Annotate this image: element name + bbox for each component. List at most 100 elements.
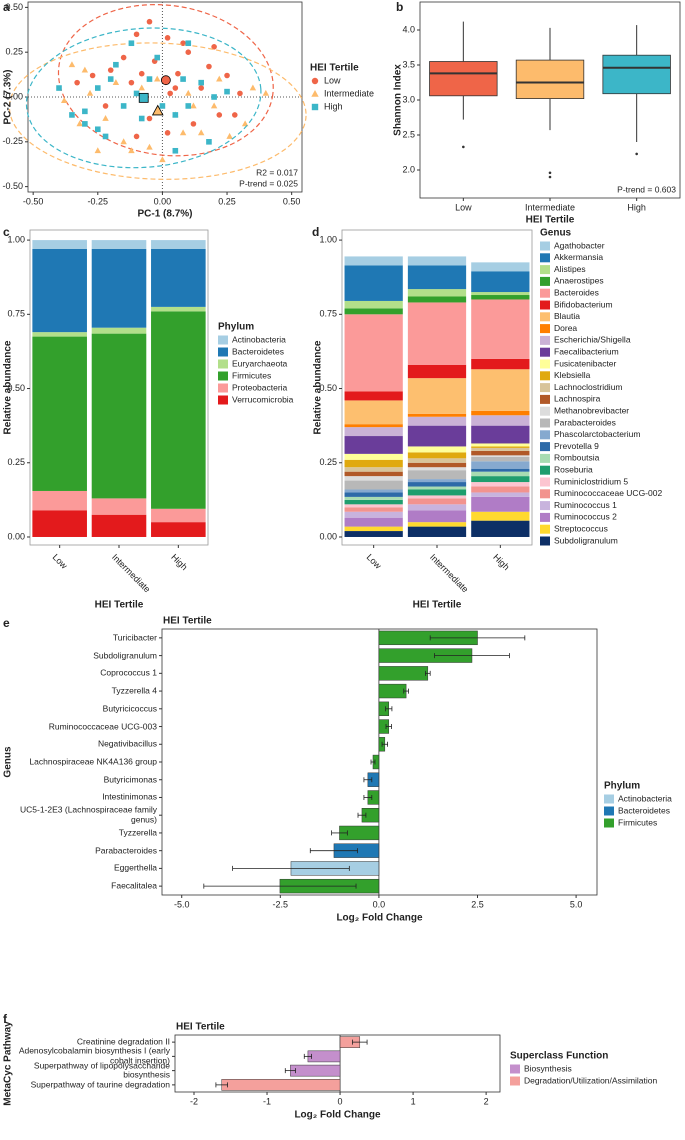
x-tick-label: 2.5 [471, 899, 484, 909]
bar-segment [471, 486, 530, 493]
y-tick-label: UC5-1-2E3 (Lachnospiraceae family genus) [19, 804, 157, 825]
panel-letter: c [3, 225, 10, 239]
point [216, 112, 223, 118]
bar-segment [407, 482, 467, 487]
point [224, 88, 230, 95]
bar-segment [407, 256, 467, 266]
bar-segment [471, 425, 530, 444]
legend-label: Biosynthesis [524, 1063, 572, 1073]
bar-segment [91, 240, 147, 250]
point [216, 75, 223, 82]
bar-segment [91, 514, 147, 537]
legend-label: Prevotella 9 [554, 441, 599, 451]
x-tick-label: -2.5 [273, 899, 289, 909]
x-tick-label: -2 [190, 1096, 198, 1106]
panel-letter: d [312, 225, 319, 239]
legend-swatch [540, 536, 550, 546]
bar-segment [471, 262, 530, 272]
bar-segment [344, 531, 403, 537]
bar [378, 666, 429, 681]
point [231, 112, 238, 118]
bar-segment [344, 400, 403, 425]
legend-swatch [540, 347, 550, 357]
bar-segment [471, 520, 530, 537]
bar-segment [91, 249, 147, 328]
point [89, 72, 96, 79]
legend-label: Firmicutes [618, 817, 657, 827]
bar-segment [344, 453, 403, 460]
bar-segment [407, 458, 467, 463]
y-tick-label: Butyricicoccus [102, 703, 157, 714]
point [138, 70, 145, 77]
point [185, 89, 192, 96]
legend-swatch [540, 406, 550, 416]
point [69, 112, 75, 118]
legend-label: Low [324, 75, 341, 85]
point [94, 147, 102, 154]
bar-segment [151, 249, 206, 307]
point [120, 103, 127, 109]
legend-label: Proteobacteria [232, 382, 288, 392]
legend-label: Fusicatenibacter [554, 358, 617, 368]
y-tick-label: Subdoligranulum [93, 649, 157, 660]
point [185, 40, 192, 47]
point [102, 103, 109, 109]
y-tick-label: 0.50 [5, 2, 23, 12]
point [197, 129, 205, 136]
bar-segment [471, 410, 530, 416]
bar-segment [344, 489, 403, 493]
bar-segment [344, 471, 403, 477]
point [82, 108, 88, 115]
bar-segment [91, 327, 147, 334]
point [211, 94, 217, 100]
point [120, 54, 127, 61]
bar-segment [344, 427, 403, 437]
legend-swatch [540, 501, 550, 511]
legend-label: Escherichia/Shigella [554, 335, 631, 345]
bar-segment [407, 486, 467, 490]
legend-label: Degradation/Utilization/Assimilation [524, 1075, 658, 1085]
x-tick-label: 2 [484, 1096, 489, 1106]
bar [290, 1064, 341, 1077]
point [133, 90, 140, 97]
legend-label: Roseburia [554, 464, 593, 474]
bar-segment [471, 271, 530, 293]
bar-segment [32, 240, 87, 250]
point [198, 85, 204, 91]
bar-segment [471, 482, 530, 487]
bar-segment [407, 364, 467, 379]
bar-segment [407, 495, 467, 499]
bar-segment [471, 450, 530, 456]
point [185, 49, 192, 55]
bar-segment [471, 476, 530, 483]
legend-label: Lachnospira [554, 394, 601, 404]
y-tick-label: Lachnospiraceae NK4A136 group [29, 756, 157, 767]
bar-segment [407, 413, 467, 417]
bar-segment [344, 507, 403, 512]
point [94, 85, 101, 91]
bar-segment [471, 299, 530, 359]
y-axis-label: Shannon Index [393, 64, 404, 136]
point [206, 63, 212, 70]
y-tick-label: Faecalitalea [111, 880, 157, 891]
x-tick-label: High [491, 552, 511, 572]
point [180, 76, 186, 82]
x-tick-label: -5.0 [174, 899, 190, 909]
x-axis-label: Log₂ Fold Change [294, 1110, 381, 1121]
legend-label: Verrucomicrobia [232, 394, 294, 404]
legend-title: Superclass Function [510, 1051, 608, 1062]
x-tick-label: High [627, 202, 646, 212]
point [237, 90, 243, 97]
point [113, 61, 119, 68]
x-axis-label: HEI Tertile [95, 600, 144, 611]
point [180, 40, 186, 47]
point [241, 120, 249, 127]
legend-label: Bacteroidetes [232, 346, 284, 356]
legend-label: Ruminococcus 2 [554, 512, 617, 522]
legend-swatch [540, 418, 550, 428]
panel-title: HEI Tertile [163, 616, 212, 627]
y-tick-label: Tyzzerella [118, 827, 157, 838]
point [211, 44, 217, 50]
